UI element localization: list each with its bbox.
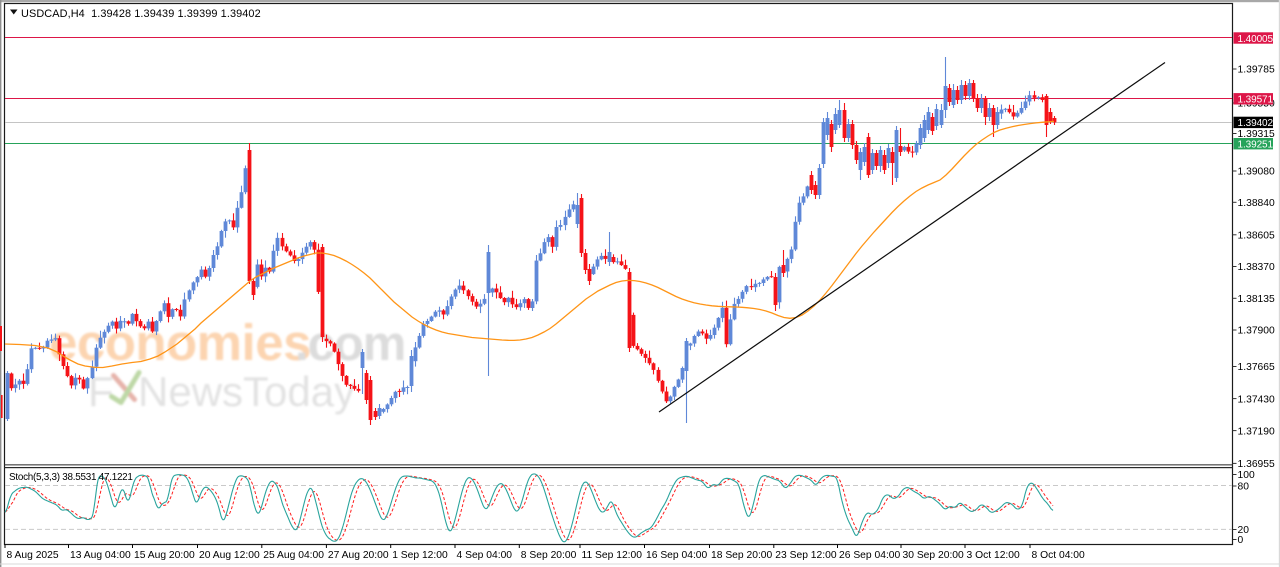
svg-text:1.38605: 1.38605 bbox=[1238, 231, 1275, 242]
svg-text:3 Oct 12:00: 3 Oct 12:00 bbox=[967, 550, 1021, 561]
svg-text:1.39571: 1.39571 bbox=[1238, 95, 1274, 106]
svg-text:8 Oct 04:00: 8 Oct 04:00 bbox=[1032, 550, 1086, 561]
svg-text:1.37430: 1.37430 bbox=[1238, 394, 1275, 405]
svg-text:4 Sep 04:00: 4 Sep 04:00 bbox=[457, 550, 513, 561]
svg-text:1.39251: 1.39251 bbox=[1238, 140, 1274, 151]
svg-text:1.39402: 1.39402 bbox=[1238, 118, 1274, 129]
svg-text:1.39785: 1.39785 bbox=[1238, 65, 1275, 76]
svg-text:18 Sep 20:00: 18 Sep 20:00 bbox=[711, 550, 773, 561]
svg-text:15 Aug 20:00: 15 Aug 20:00 bbox=[134, 550, 195, 561]
svg-text:USDCAD,H4 1.39428 1.39439 1.3: USDCAD,H4 1.39428 1.39439 1.39399 1.3940… bbox=[21, 8, 261, 20]
svg-text:100: 100 bbox=[1238, 470, 1255, 481]
svg-text:13 Aug 04:00: 13 Aug 04:00 bbox=[70, 550, 131, 561]
svg-text:25 Aug 04:00: 25 Aug 04:00 bbox=[263, 550, 324, 561]
svg-text:1 Sep 12:00: 1 Sep 12:00 bbox=[392, 550, 448, 561]
svg-text:16 Sep 04:00: 16 Sep 04:00 bbox=[646, 550, 708, 561]
svg-text:1.37190: 1.37190 bbox=[1238, 426, 1275, 437]
svg-text:26 Sep 04:00: 26 Sep 04:00 bbox=[839, 550, 901, 561]
svg-text:80: 80 bbox=[1238, 482, 1250, 493]
svg-text:1.38840: 1.38840 bbox=[1238, 198, 1275, 209]
svg-text:20 Aug 12:00: 20 Aug 12:00 bbox=[199, 550, 260, 561]
svg-text:8 Sep 20:00: 8 Sep 20:00 bbox=[521, 550, 577, 561]
svg-text:1.38135: 1.38135 bbox=[1238, 294, 1275, 305]
svg-text:economies: economies bbox=[49, 314, 311, 371]
svg-text:NewsToday: NewsToday bbox=[138, 368, 355, 415]
svg-text:30 Sep 20:00: 30 Sep 20:00 bbox=[903, 550, 965, 561]
svg-text:23 Sep 12:00: 23 Sep 12:00 bbox=[775, 550, 837, 561]
svg-text:1.40005: 1.40005 bbox=[1238, 34, 1274, 45]
svg-text:.com: .com bbox=[295, 317, 405, 371]
svg-text:1.38370: 1.38370 bbox=[1238, 262, 1275, 273]
svg-text:1.39080: 1.39080 bbox=[1238, 167, 1275, 178]
svg-text:27 Aug 20:00: 27 Aug 20:00 bbox=[328, 550, 389, 561]
svg-text:1.37665: 1.37665 bbox=[1238, 362, 1275, 373]
svg-text:1.37900: 1.37900 bbox=[1238, 326, 1275, 337]
svg-text:1.36955: 1.36955 bbox=[1238, 459, 1275, 470]
svg-text:1.39315: 1.39315 bbox=[1238, 129, 1275, 140]
svg-text:11 Sep 12:00: 11 Sep 12:00 bbox=[582, 550, 643, 561]
svg-text:Stoch(5,3,3) 38.5531 47.1221: Stoch(5,3,3) 38.5531 47.1221 bbox=[9, 472, 133, 483]
svg-text:8 Aug 2025: 8 Aug 2025 bbox=[7, 550, 59, 561]
svg-text:0: 0 bbox=[1238, 535, 1244, 546]
svg-text:20: 20 bbox=[1238, 525, 1250, 536]
